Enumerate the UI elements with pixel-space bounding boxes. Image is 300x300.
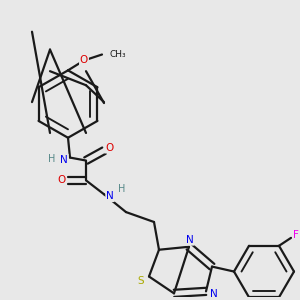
Text: S: S <box>138 277 144 286</box>
Text: N: N <box>210 289 218 299</box>
Text: CH₃: CH₃ <box>110 50 127 59</box>
Text: O: O <box>105 143 113 153</box>
Text: O: O <box>80 56 88 65</box>
Text: N: N <box>60 154 68 165</box>
Text: F: F <box>293 230 299 240</box>
Text: O: O <box>58 176 66 185</box>
Text: H: H <box>48 154 56 164</box>
Text: N: N <box>106 191 114 201</box>
Text: N: N <box>186 235 194 245</box>
Text: H: H <box>118 184 126 194</box>
